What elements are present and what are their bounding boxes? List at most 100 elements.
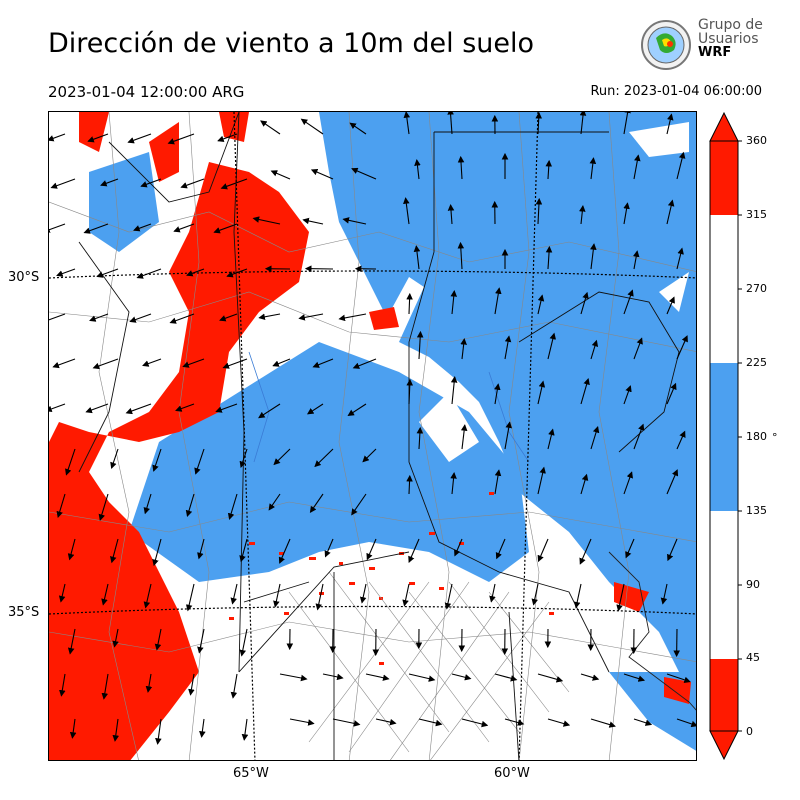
wind-arrow [302,217,324,225]
colorbar-tick-360: 360 [746,134,767,147]
wind-arrow [300,118,324,135]
wind-arrow [537,380,546,405]
wind-arrow [129,313,152,323]
wind-arrow [67,628,76,655]
wind-arrow [535,112,543,135]
wind-arrow [450,376,458,405]
wind-arrow [186,268,205,277]
wind-arrow [273,448,291,466]
blue-region [89,112,696,751]
wind-arrow [667,538,678,562]
wind-arrow [625,538,635,559]
wind-arrow [457,241,465,270]
wind-arrow [185,493,195,518]
wind-arrow [272,358,291,367]
wind-arrow [580,673,600,681]
wind-arrow [112,628,119,648]
wind-arrow [101,673,109,700]
wind-arrow [239,628,248,657]
wind-arrow [143,493,152,515]
colorbar-tick-0: 0 [746,725,753,738]
wind-arrow [416,330,424,360]
wind-arrow [258,403,281,419]
lat-label-30s: 30°S [8,270,40,285]
wind-arrow [324,538,334,558]
wind-arrow [169,313,195,324]
wind-arrow [349,122,367,135]
wind-arrow [547,718,571,727]
wind-arrow [366,538,377,561]
wind-arrow [239,448,248,469]
wind-arrow [633,423,645,450]
wind-arrow [633,718,653,726]
wind-arrow [676,247,684,270]
wind-arrow [447,112,454,135]
wind-arrow [49,403,66,413]
plot-title: Dirección de viento a 10m del suelo [48,28,535,59]
wind-arrow [494,469,502,495]
wind-arrow [306,403,324,415]
logo-line2: Usuarios [698,31,759,47]
wind-arrow [110,538,119,564]
wind-arrow [219,313,238,322]
wind-arrow [222,358,248,369]
wind-arrow [199,718,206,738]
wind-arrow [489,583,496,603]
valid-time: 2023-01-04 12:00:00 ARG [48,83,245,101]
red-speckles [229,492,554,665]
wind-arrow [67,538,76,561]
wind-arrow [65,448,76,476]
wind-arrow [494,287,502,315]
colorbar-tick-270: 270 [746,282,767,295]
wind-arrow [403,112,411,135]
wind-arrow [58,583,66,603]
wind-arrow [406,292,413,315]
wind-arrow [660,583,668,605]
wind-arrow [590,243,597,270]
wind-arrow [676,718,696,728]
wind-arrow [414,159,421,180]
wind-arrow [580,291,589,315]
wind-arrow [633,154,641,180]
wind-arrow [537,466,546,495]
wind-arrow [623,112,631,135]
wind-arrow [406,474,413,495]
wind-arrow [418,718,443,727]
wind-arrow [547,332,557,360]
wind-arrow [298,313,324,321]
colorbar-tick-45: 45 [746,651,760,664]
wind-arrow [402,583,410,607]
wind-arrow [362,448,377,463]
wind-arrow [447,204,455,225]
wind-arrow [579,538,592,565]
wind-arrow [56,268,76,277]
wind-arrow [547,428,555,450]
wind-arrow [85,403,109,414]
wind-arrow [133,223,152,232]
wind-arrow [322,673,344,681]
wind-arrow [167,133,195,145]
wind-arrow [676,151,686,180]
wind-arrow [616,583,625,612]
wind-arrow [289,718,315,726]
wind-arrow [260,120,281,135]
wind-arrow [666,296,675,315]
logo-line1: Grupo de [698,17,763,33]
wind-arrow [450,472,457,495]
wind-arrow [332,718,361,727]
wind-arrow [666,199,675,225]
wind-arrow [347,403,367,416]
wind-arrow [185,583,195,612]
lon-label-65w: 65°W [233,766,269,781]
wind-arrow [241,718,249,741]
wind-arrow [460,338,467,360]
wind-arrow [49,133,66,142]
wind-arrow [188,673,195,696]
wind-arrow [403,197,410,225]
wind-arrow [535,197,543,225]
wind-arrow [375,718,397,726]
wind-arrow [258,313,281,321]
colorbar-tick-90: 90 [746,578,760,591]
province-boundaries [78,112,680,760]
wind-arrow [454,538,463,557]
